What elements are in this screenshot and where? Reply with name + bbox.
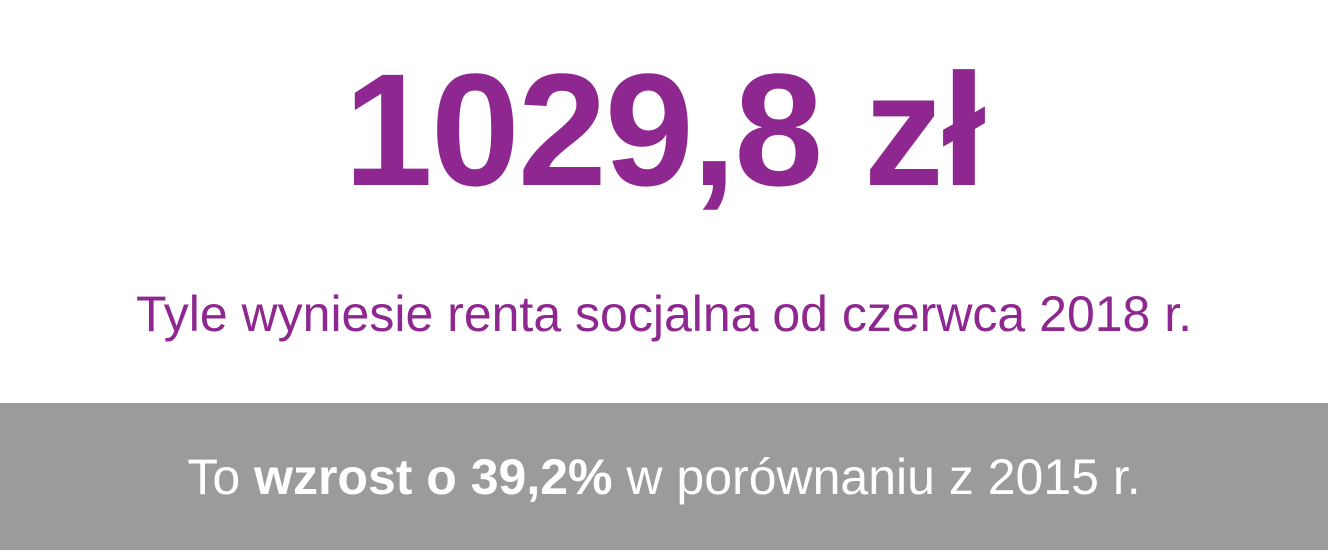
headline-amount: 1029,8 zł: [343, 40, 986, 219]
banner-text: To wzrost o 39,2% w porównaniu z 2015 r.: [187, 447, 1140, 507]
banner-highlight: wzrost o 39,2%: [254, 448, 613, 505]
subtitle: Tyle wyniesie renta socjalna od czerwca …: [135, 286, 1193, 342]
banner-lead: To: [187, 448, 241, 505]
banner: To wzrost o 39,2% w porównaniu z 2015 r.: [0, 403, 1328, 550]
banner-tail: w porównaniu z 2015 r.: [626, 448, 1141, 505]
